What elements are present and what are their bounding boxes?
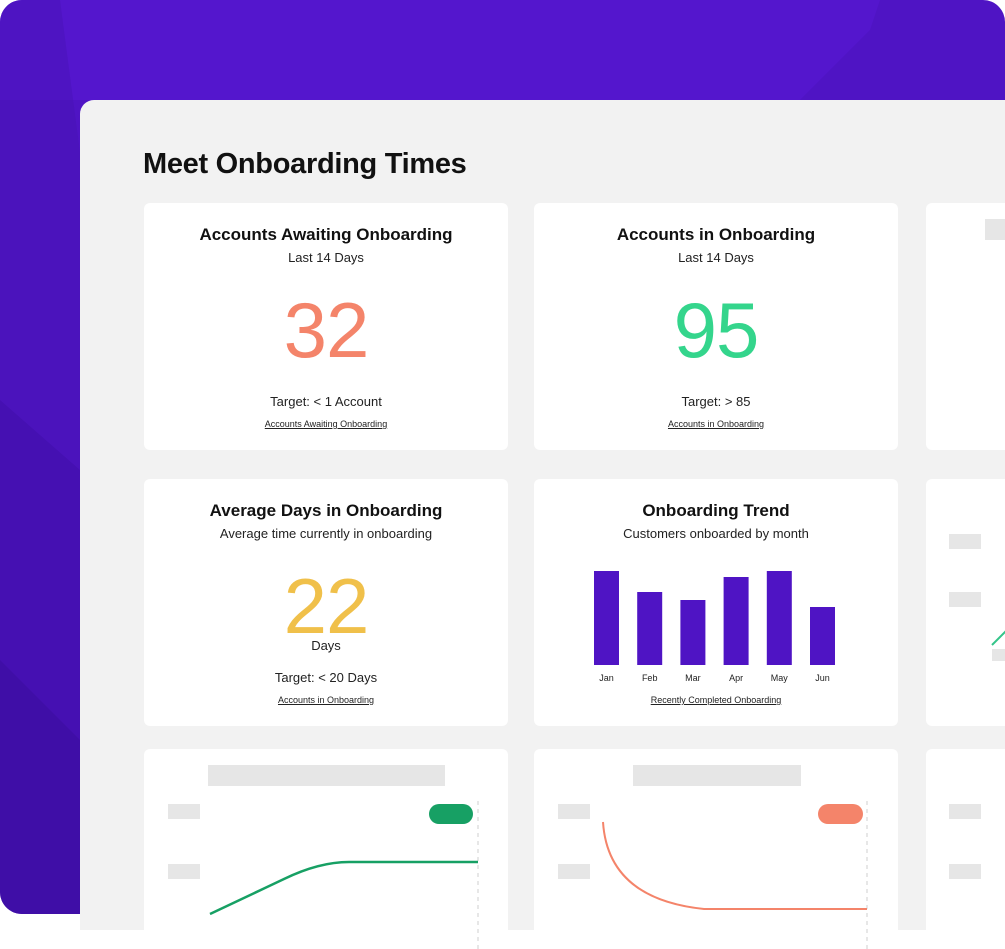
card-accounts-in-onboarding: Accounts in Onboarding Last 14 Days 95 T… bbox=[534, 203, 898, 450]
placeholder-line-chart bbox=[209, 801, 479, 949]
placeholder-label bbox=[168, 804, 200, 819]
target-text: Target: < 1 Account bbox=[270, 394, 382, 409]
card-average-days: Average Days in Onboarding Average time … bbox=[144, 479, 508, 726]
x-tick-label: Jun bbox=[815, 673, 830, 683]
x-tick-label: Jan bbox=[599, 673, 614, 683]
bar-may bbox=[766, 571, 792, 665]
page-title: Meet Onboarding Times bbox=[143, 148, 467, 180]
metric-unit: Days bbox=[311, 638, 341, 653]
card-onboarding-trend: Onboarding Trend Customers onboarded by … bbox=[534, 479, 898, 726]
placeholder-label bbox=[949, 534, 981, 549]
card-title: Average Days in Onboarding bbox=[209, 501, 443, 520]
bar-mar bbox=[680, 600, 706, 665]
bar-apr bbox=[723, 577, 749, 665]
target-text: Target: < 20 Days bbox=[274, 670, 378, 685]
card-subtitle: Last 14 Days bbox=[678, 250, 754, 265]
card-title: Onboarding Trend bbox=[642, 501, 790, 520]
placeholder-title bbox=[633, 765, 801, 786]
placeholder-label bbox=[168, 864, 200, 879]
x-tick-label: Feb bbox=[642, 673, 658, 683]
report-link[interactable]: Accounts Awaiting Onboarding bbox=[264, 419, 388, 429]
metric-value: 95 bbox=[673, 286, 760, 374]
placeholder-title bbox=[985, 219, 1005, 240]
x-tick-label: Mar bbox=[685, 673, 701, 683]
bar-jan bbox=[594, 571, 619, 665]
placeholder-label bbox=[558, 804, 590, 819]
placeholder-label bbox=[949, 592, 981, 607]
onboarding-trend-chart: Jan Feb Mar Apr May Jun bbox=[594, 571, 835, 683]
placeholder-title bbox=[208, 765, 445, 786]
card-placeholder-bottom-left bbox=[144, 749, 508, 949]
placeholder-label bbox=[558, 864, 590, 879]
partial-line-chart bbox=[991, 630, 1005, 661]
bar-feb bbox=[637, 592, 663, 665]
report-link[interactable]: Accounts in Onboarding bbox=[667, 419, 765, 429]
report-link[interactable]: Recently Completed Onboarding bbox=[650, 695, 782, 705]
metric-value: 32 bbox=[283, 286, 370, 374]
x-tick-label: May bbox=[771, 673, 789, 683]
card-title: Accounts in Onboarding bbox=[616, 225, 816, 244]
card-placeholder-top-right bbox=[926, 203, 1005, 450]
metric-value: 22 bbox=[283, 562, 370, 650]
card-subtitle: Average time currently in onboarding bbox=[219, 526, 433, 541]
x-tick-label: Apr bbox=[729, 673, 743, 683]
card-subtitle: Customers onboarded by month bbox=[623, 526, 809, 541]
card-placeholder-bottom-middle bbox=[534, 749, 898, 949]
target-text: Target: > 85 bbox=[681, 394, 751, 409]
placeholder-label bbox=[949, 864, 981, 879]
placeholder-label bbox=[949, 804, 981, 819]
card-accounts-awaiting: Accounts Awaiting Onboarding Last 14 Day… bbox=[144, 203, 508, 450]
placeholder-decline-chart bbox=[602, 801, 868, 949]
card-title: Accounts Awaiting Onboarding bbox=[199, 225, 453, 244]
bar-jun bbox=[810, 607, 835, 665]
card-placeholder-mid-right bbox=[926, 479, 1005, 726]
card-subtitle: Last 14 Days bbox=[288, 250, 364, 265]
report-link[interactable]: Accounts in Onboarding bbox=[277, 695, 375, 705]
card-placeholder-bottom-right bbox=[926, 749, 1005, 949]
